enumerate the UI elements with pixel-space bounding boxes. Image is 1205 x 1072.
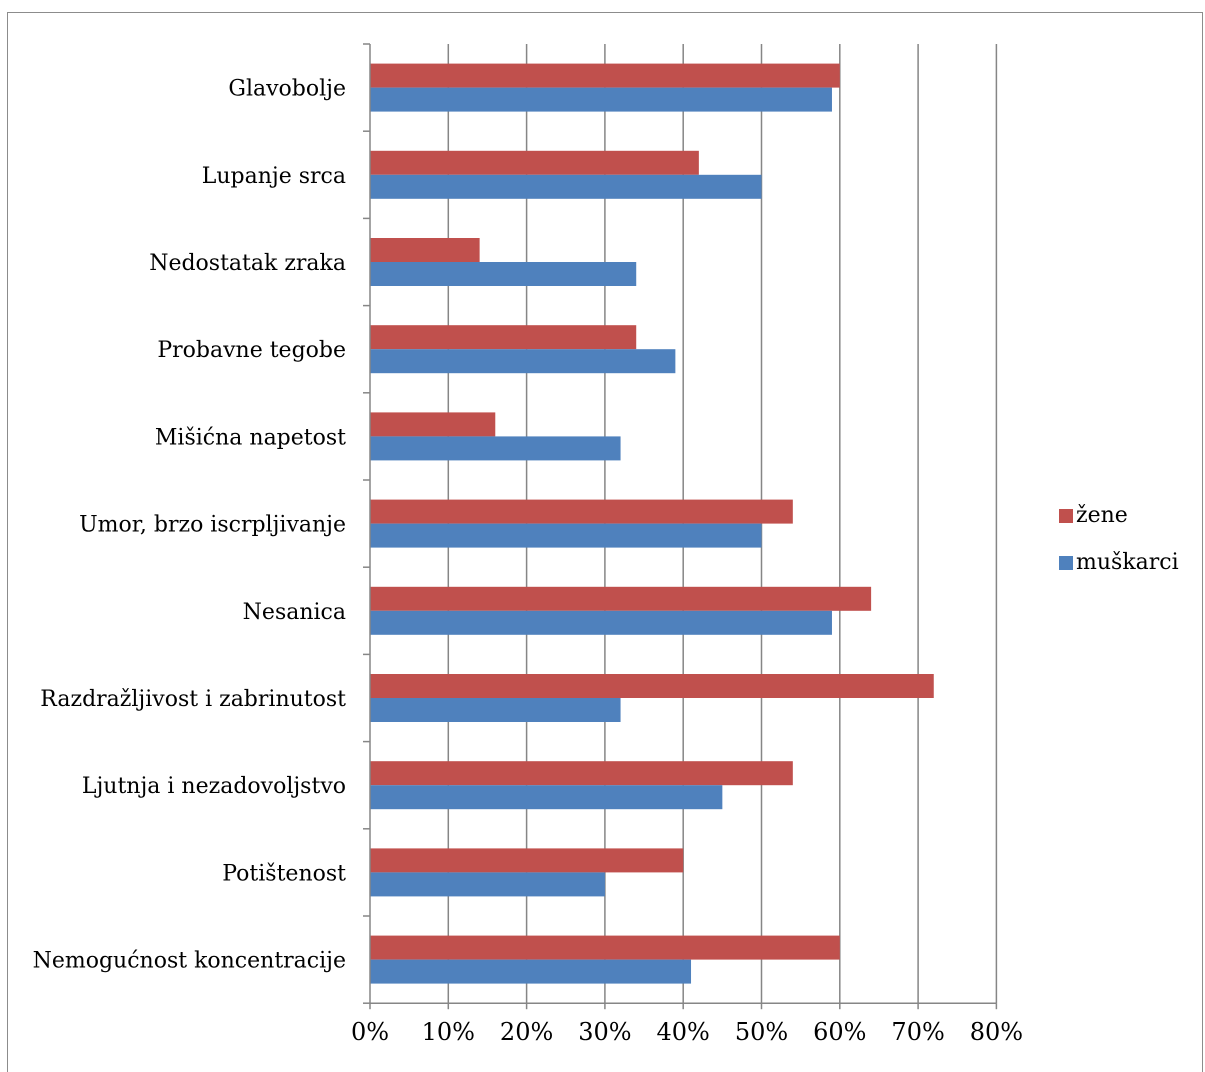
category-label: Nedostatak zraka: [149, 251, 346, 276]
category-label: Mišićna napetost: [155, 425, 346, 450]
bar-muskarci: [370, 872, 605, 897]
bar-zene: [370, 499, 793, 524]
x-tick-label: 20%: [500, 1018, 553, 1046]
bar-zene: [370, 586, 872, 611]
legend: žene muškarci: [1059, 503, 1179, 575]
chart-frame: [7, 12, 1203, 1072]
legend-swatch: [1059, 509, 1073, 523]
bar-zene: [370, 325, 637, 350]
x-tick-label: 40%: [657, 1018, 710, 1046]
bar-zene: [370, 674, 934, 698]
bar-zene: [370, 150, 699, 175]
category-label: Glavobolje: [228, 77, 346, 102]
bar-muskarci: [370, 349, 676, 374]
x-tick-label: 0%: [351, 1018, 389, 1046]
category-label: Razdražljivost i zabrinutost: [40, 687, 346, 712]
bar-muskarci: [370, 610, 832, 635]
category-label: Potištenost: [222, 861, 346, 886]
category-label: Umor, brzo iscrpljivanje: [79, 513, 346, 538]
bar-muskarci: [370, 959, 692, 984]
category-label: Nemogućnost koncentracije: [33, 949, 346, 974]
bar-zene: [370, 761, 793, 786]
category-label: Nesanica: [243, 600, 346, 625]
x-tick-label: 80%: [970, 1018, 1023, 1046]
x-tick-label: 30%: [578, 1018, 631, 1046]
x-tick-label: 70%: [891, 1018, 944, 1046]
category-label: Lupanje srca: [202, 164, 346, 189]
x-tick-labels: 0% 10% 20% 30% 40% 50% 60% 70% 80%: [351, 1018, 1023, 1046]
bar-muskarci: [370, 523, 762, 548]
bar-zene: [370, 935, 840, 960]
bar-zene: [370, 238, 480, 262]
x-tick-label: 60%: [813, 1018, 866, 1046]
bar-muskarci: [370, 87, 832, 112]
bar-muskarci: [370, 785, 723, 810]
bars: [370, 63, 934, 984]
bar-zene: [370, 848, 684, 873]
x-tick-label: 10%: [422, 1018, 475, 1046]
axes: [363, 43, 998, 1010]
bar-muskarci: [370, 174, 762, 199]
category-label: Probavne tegobe: [157, 338, 346, 363]
bar-muskarci: [370, 262, 637, 286]
bar-zene: [370, 412, 496, 437]
x-tick-label: 50%: [735, 1018, 788, 1046]
legend-swatch: [1059, 556, 1073, 570]
category-labels: Glavobolje Lupanje srca Nedostatak zraka Pr…: [33, 77, 347, 974]
legend-label: žene: [1076, 503, 1128, 528]
bar-zene: [370, 63, 840, 88]
bar-muskarci: [370, 436, 621, 461]
category-label: Ljutnja i nezadovoljstvo: [82, 774, 346, 799]
legend-label: muškarci: [1076, 550, 1179, 575]
bar-muskarci: [370, 698, 621, 722]
